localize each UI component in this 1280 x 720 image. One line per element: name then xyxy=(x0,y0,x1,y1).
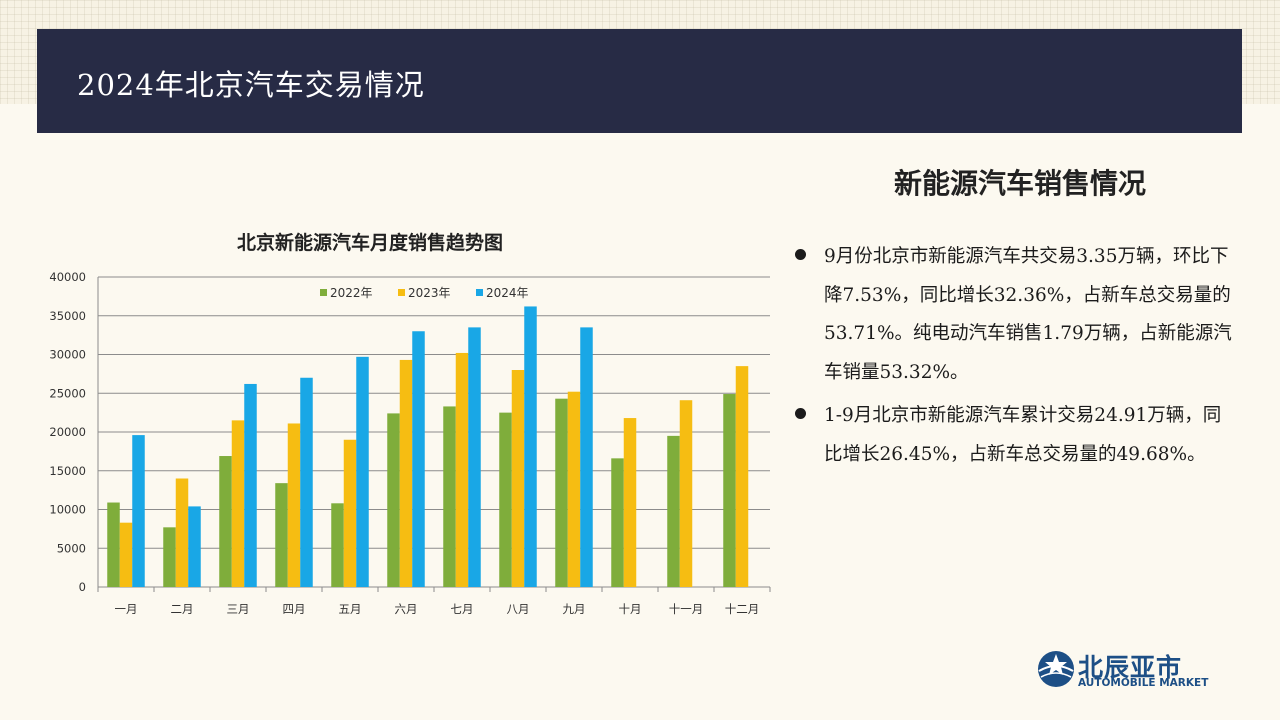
chart-title: 北京新能源汽车月度销售趋势图 xyxy=(237,231,503,254)
globe-star-icon xyxy=(1038,651,1074,687)
bar-2023年 xyxy=(455,352,469,587)
bullet-dot-icon xyxy=(795,408,806,419)
y-tick-label: 35000 xyxy=(49,309,86,323)
bar-2022年 xyxy=(163,527,176,587)
x-tick-label: 十二月 xyxy=(725,602,760,616)
x-tick-label: 十一月 xyxy=(669,602,704,616)
bar-2022年 xyxy=(331,503,344,587)
y-tick-label: 30000 xyxy=(49,348,86,362)
bar-2023年 xyxy=(511,370,525,587)
bar-2023年 xyxy=(119,522,133,587)
x-tick-label: 七月 xyxy=(451,602,474,616)
legend-swatch-2024年 xyxy=(476,289,483,296)
bar-2023年 xyxy=(679,400,693,587)
bar-2024年 xyxy=(524,306,537,587)
x-tick-label: 一月 xyxy=(115,602,138,616)
x-tick-label: 二月 xyxy=(171,602,194,616)
bar-2024年 xyxy=(356,356,369,587)
x-tick-label: 六月 xyxy=(395,602,418,616)
y-tick-label: 20000 xyxy=(49,425,86,439)
bar-2023年 xyxy=(231,420,245,587)
bar-2023年 xyxy=(287,423,301,587)
summary-bullets: 9月份北京市新能源汽车共交易3.35万辆，环比下降7.53%，同比增长32.36… xyxy=(795,238,1235,479)
company-logo: 北辰亚市 AUTOMOBILE MARKET xyxy=(1036,646,1216,694)
legend-swatch-2023年 xyxy=(398,289,405,296)
x-tick-label: 五月 xyxy=(339,602,362,616)
bar-2022年 xyxy=(387,413,400,587)
page-title: 2024年北京汽车交易情况 xyxy=(77,68,425,102)
bar-2024年 xyxy=(244,383,257,587)
bar-2023年 xyxy=(567,391,581,587)
bar-2022年 xyxy=(723,394,736,587)
header-bar: 2024年北京汽车交易情况 xyxy=(37,29,1242,133)
logo-subtitle: AUTOMOBILE MARKET xyxy=(1078,677,1209,689)
bar-2024年 xyxy=(468,327,481,587)
bar-2022年 xyxy=(667,435,680,587)
bullet-text: 9月份北京市新能源汽车共交易3.35万辆，环比下降7.53%，同比增长32.36… xyxy=(824,246,1232,383)
bar-2022年 xyxy=(443,406,456,587)
bar-2024年 xyxy=(132,435,145,587)
y-tick-label: 40000 xyxy=(49,270,86,284)
chart-svg: 北京新能源汽车月度销售趋势图 0 5000 10000 15000 20000 25000 3… xyxy=(49,231,771,616)
bullet-item-2: 1-9月北京市新能源汽车累计交易24.91万辆，同比增长26.45%，占新车总交… xyxy=(795,397,1235,474)
bullet-text: 1-9月北京市新能源汽车累计交易24.91万辆，同比增长26.45%，占新车总交… xyxy=(824,405,1222,465)
bar-2022年 xyxy=(611,458,624,587)
legend-label: 2024年 xyxy=(486,286,529,300)
bar-2022年 xyxy=(499,412,512,587)
bar-2023年 xyxy=(623,418,637,587)
legend-label: 2022年 xyxy=(330,286,373,300)
y-tick-label: 25000 xyxy=(49,386,86,400)
section-title: 新能源汽车销售情况 xyxy=(893,167,1146,200)
bar-2023年 xyxy=(343,439,357,587)
legend-swatch-2022年 xyxy=(320,289,327,296)
bar-2024年 xyxy=(412,331,425,587)
x-tick-label: 八月 xyxy=(507,602,530,616)
logo-name: 北辰亚市 xyxy=(1078,653,1183,682)
monthly-sales-chart: 北京新能源汽车月度销售趋势图 0 5000 10000 15000 20000 25000 3… xyxy=(40,220,780,630)
bar-2022年 xyxy=(219,456,232,587)
bar-2023年 xyxy=(175,478,189,587)
bar-2023年 xyxy=(399,359,413,587)
bullet-dot-icon xyxy=(795,249,806,260)
x-tick-label: 四月 xyxy=(283,602,306,616)
bar-2022年 xyxy=(555,398,568,587)
y-tick-label: 0 xyxy=(79,580,86,594)
legend-label: 2023年 xyxy=(408,286,451,300)
bar-2024年 xyxy=(300,377,313,587)
bar-2022年 xyxy=(275,483,288,587)
y-tick-label: 5000 xyxy=(57,541,86,555)
bar-2023年 xyxy=(735,366,749,587)
bullet-item-1: 9月份北京市新能源汽车共交易3.35万辆，环比下降7.53%，同比增长32.36… xyxy=(795,238,1235,392)
bar-2024年 xyxy=(188,506,201,587)
x-tick-label: 九月 xyxy=(563,602,586,616)
y-tick-label: 15000 xyxy=(49,464,86,478)
x-tick-label: 三月 xyxy=(227,602,250,616)
bar-2022年 xyxy=(107,502,120,587)
y-tick-label: 10000 xyxy=(49,503,86,517)
bar-2024年 xyxy=(580,327,593,587)
x-tick-label: 十月 xyxy=(619,602,642,616)
